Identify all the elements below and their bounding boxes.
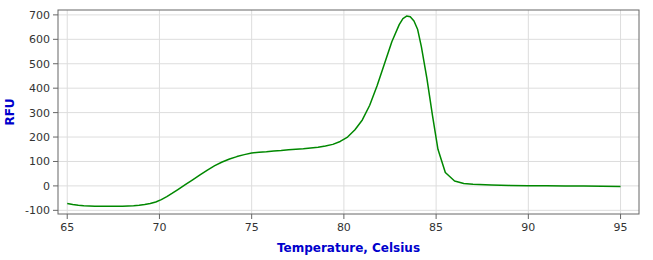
tick-label: 75 — [245, 221, 259, 234]
tick-label: -100 — [25, 204, 50, 217]
grid-line — [251, 10, 252, 214]
grid-line — [58, 112, 639, 113]
grid-line — [159, 10, 160, 214]
tick-mark — [53, 185, 58, 186]
grid-line — [436, 10, 437, 214]
tick-label: 300 — [29, 107, 50, 120]
x-axis-label: Temperature, Celsius — [277, 241, 420, 255]
tick-label: 700 — [29, 9, 50, 22]
grid-line — [343, 10, 344, 214]
grid — [58, 10, 639, 214]
background — [0, 0, 653, 260]
grid-line — [620, 10, 621, 214]
tick-mark — [53, 14, 58, 15]
grid-line — [58, 14, 639, 15]
plot-frame — [58, 10, 639, 214]
tick-label: 90 — [521, 221, 535, 234]
grid-line — [58, 88, 639, 89]
tick-mark — [53, 88, 58, 89]
tick-mark — [53, 161, 58, 162]
tick-label: 85 — [429, 221, 443, 234]
tick-mark — [67, 214, 68, 219]
tick-mark — [53, 112, 58, 113]
tick-label: 100 — [29, 155, 50, 168]
tick-label: 400 — [29, 82, 50, 95]
grid-line — [58, 161, 639, 162]
tick-label: 95 — [614, 221, 628, 234]
tick-mark — [620, 214, 621, 219]
tick-label: 200 — [29, 131, 50, 144]
tick-mark — [528, 214, 529, 219]
grid-line — [528, 10, 529, 214]
axes: 65 70 75 80 85 90 95 -100 0 100 200 300 400 500 600 700 — [25, 9, 639, 234]
tick-mark — [251, 214, 252, 219]
tick-label: 0 — [43, 180, 50, 193]
tick-mark — [53, 137, 58, 138]
tick-mark — [53, 39, 58, 40]
grid-line — [58, 210, 639, 211]
tick-mark — [343, 214, 344, 219]
tick-label: 80 — [337, 221, 351, 234]
tick-label: 70 — [152, 221, 166, 234]
grid-line — [67, 10, 68, 214]
tick-label: 600 — [29, 33, 50, 46]
tick-mark — [53, 210, 58, 211]
tick-mark — [436, 214, 437, 219]
tick-mark — [159, 214, 160, 219]
tick-mark — [53, 63, 58, 64]
chart: 65 70 75 80 85 90 95 -100 0 100 200 300 400 500 600 700… — [0, 0, 653, 260]
tick-label: 500 — [29, 58, 50, 71]
tick-label: 65 — [60, 221, 74, 234]
grid-line — [58, 39, 639, 40]
plot-area — [67, 16, 620, 206]
y-axis-label: RFU — [3, 98, 17, 125]
grid-line — [58, 63, 639, 64]
line — [67, 16, 620, 206]
